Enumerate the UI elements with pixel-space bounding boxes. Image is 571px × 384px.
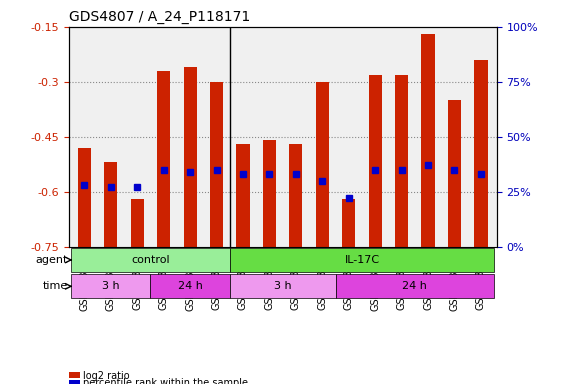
Text: 24 h: 24 h — [403, 281, 427, 291]
Text: control: control — [131, 255, 170, 265]
Bar — [210, 82, 223, 247]
Text: 3 h: 3 h — [102, 281, 120, 291]
FancyBboxPatch shape — [230, 248, 494, 272]
Bar — [289, 144, 303, 247]
Text: 24 h: 24 h — [178, 281, 203, 291]
Text: agent: agent — [35, 255, 68, 265]
Bar — [236, 144, 250, 247]
Bar — [183, 67, 197, 247]
FancyBboxPatch shape — [71, 275, 151, 298]
Bar — [131, 199, 144, 247]
Text: time: time — [43, 281, 68, 291]
Bar — [448, 100, 461, 247]
Bar — [316, 82, 329, 247]
Bar — [104, 162, 118, 247]
FancyBboxPatch shape — [230, 275, 336, 298]
Bar — [475, 60, 488, 247]
Text: GDS4807 / A_24_P118171: GDS4807 / A_24_P118171 — [69, 10, 250, 25]
Text: IL-17C: IL-17C — [344, 255, 380, 265]
Bar — [78, 148, 91, 247]
Bar — [421, 34, 435, 247]
FancyBboxPatch shape — [151, 275, 230, 298]
Bar — [395, 74, 408, 247]
Bar — [263, 141, 276, 247]
Text: 3 h: 3 h — [274, 281, 291, 291]
Bar — [342, 199, 355, 247]
Bar — [368, 74, 382, 247]
Text: log2 ratio: log2 ratio — [83, 371, 130, 381]
Bar — [157, 71, 170, 247]
Text: percentile rank within the sample: percentile rank within the sample — [83, 378, 248, 384]
FancyBboxPatch shape — [336, 275, 494, 298]
FancyBboxPatch shape — [71, 248, 230, 272]
